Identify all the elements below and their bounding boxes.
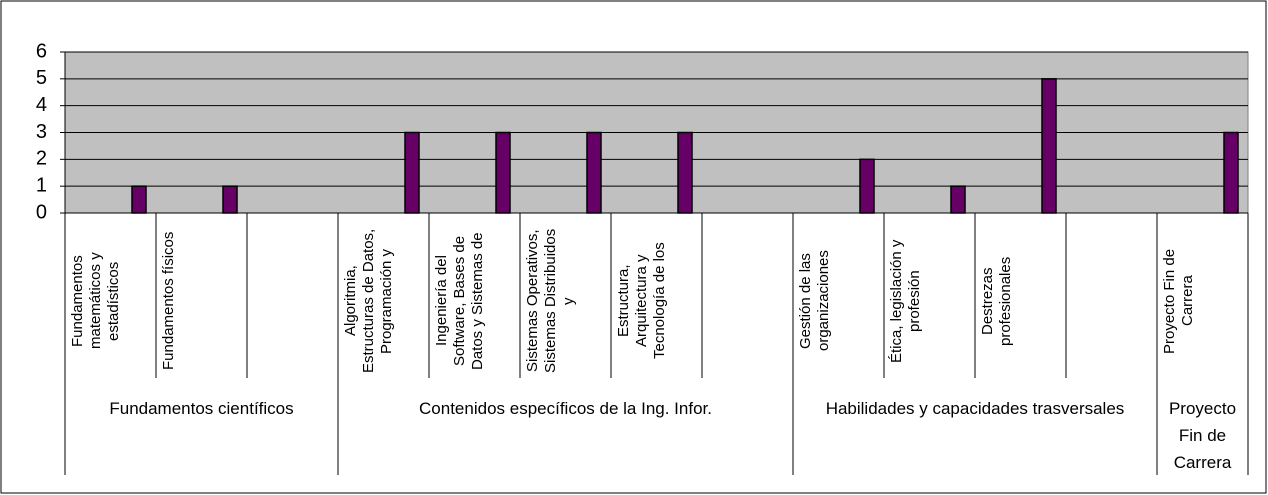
bar (677, 131, 693, 214)
x-tick-label: Estructura, Arquitectura y Tecnología de… (615, 242, 668, 360)
y-tick-label: 0 (36, 201, 47, 223)
x-tick-label: Ingeniería del Software, Bases de Datos … (433, 232, 486, 370)
group-label: Habilidades y capacidades trasversales (825, 399, 1125, 418)
bar (131, 185, 147, 214)
y-tick-label: 6 (36, 40, 47, 62)
bar (404, 131, 420, 214)
y-tick-label: 2 (36, 148, 47, 170)
bar (1223, 131, 1239, 214)
x-tick-label: Fundamentos matemáticos y estadísticos (69, 252, 122, 350)
x-tick-label: Sistemas Operativos, Sistemas Distribuid… (524, 228, 577, 374)
x-tick-label: Gestión de las organizaciones (797, 250, 832, 352)
x-tick-label: Ética, legislación y profesión (888, 239, 923, 363)
y-tick-label: 4 (36, 94, 47, 116)
group-label: Contenidos específicos de la Ing. Infor. (419, 399, 712, 418)
x-tick-label: Destrezas profesionales (979, 256, 1014, 346)
y-tick-label: 5 (36, 67, 47, 89)
bar (950, 185, 966, 214)
bar (859, 158, 875, 214)
bar (495, 131, 511, 214)
y-tick-label: 3 (36, 121, 47, 143)
bar (1041, 78, 1057, 214)
y-tick-label: 1 (36, 174, 47, 196)
x-tick-label: Proyecto Fin de Carrera (1161, 248, 1196, 354)
group-label: Fundamentos científicos (109, 399, 294, 418)
x-tick-label: Algoritmia, Estructuras de Datos, Progra… (342, 228, 395, 374)
group-label: Proyecto Fin de Carrera (1168, 399, 1237, 472)
x-tick-label: Fundamentos físicos (160, 231, 177, 371)
bar (222, 185, 238, 214)
bar (586, 131, 602, 214)
